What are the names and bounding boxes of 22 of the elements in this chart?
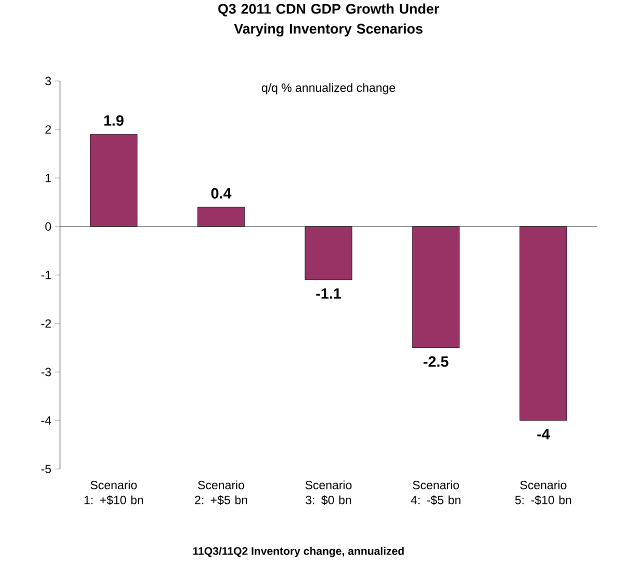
y-tick-label: -1 [41,270,51,280]
y-tick-label: -5 [41,464,51,474]
y-tick-label: 0 [45,222,52,231]
x-tick-label: Scenario 5: -$10 bn [515,480,572,505]
data-label: -2.5 [424,356,448,367]
data-label: 0.4 [211,188,232,199]
y-tick-label: -2 [41,319,51,328]
y-tick-label: 1 [46,174,51,182]
data-label: -1.1 [316,288,341,299]
chart-title: Q3 2011 CDN GDP Growth Under Varying Inventory Scenarios [218,4,440,37]
x-tick-label: Scenario 3: $0 bn [305,480,352,505]
x-tick-label: Scenario 1: +$10 bn [84,480,143,505]
x-tick-label: Scenario 4: -$5 bn [410,480,460,505]
y-tick-label: -4 [41,416,52,425]
data-label: 1.9 [104,115,124,126]
x-axis-title: 11Q3/11Q2 Inventory change, annualized [193,546,404,558]
data-label: -4 [537,429,550,440]
annotation: q/q % annualized change [262,83,396,94]
y-tick-label: 2 [45,125,51,134]
y-tick-label: 3 [45,76,51,86]
y-tick-label: -3 [41,368,51,376]
x-tick-label: Scenario 2: +$5 bn [194,480,248,505]
